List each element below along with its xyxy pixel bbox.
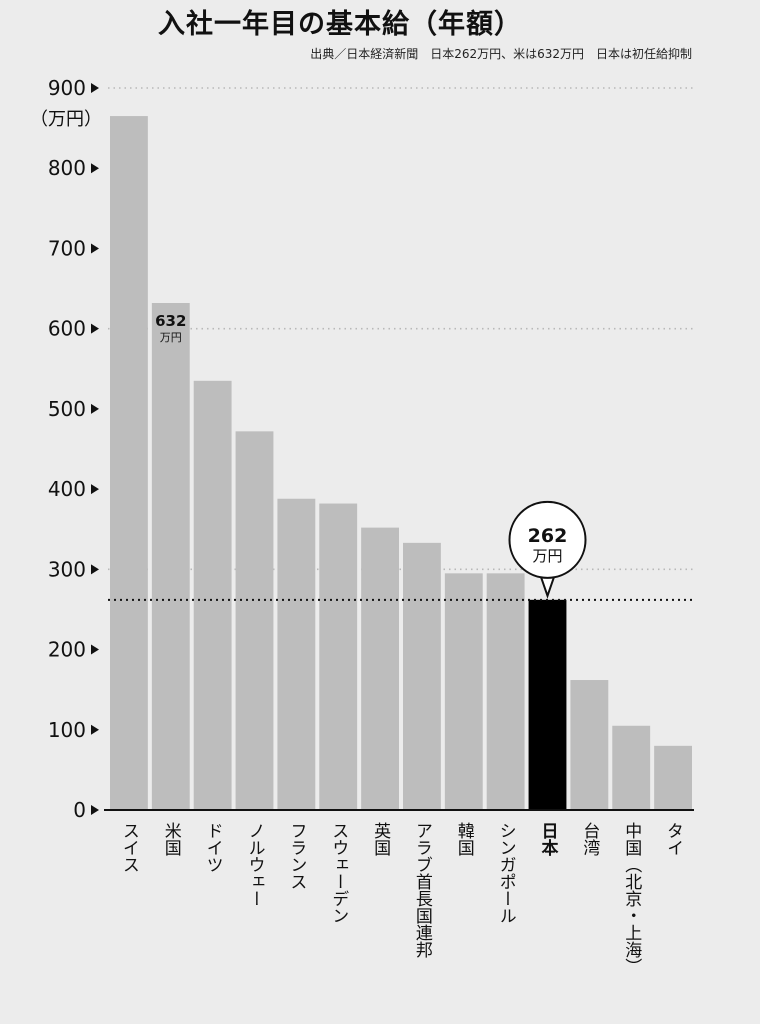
y-tick-label: 800 [48, 156, 86, 180]
callout-unit: 万円 [532, 547, 562, 565]
y-tick-marker [91, 805, 99, 815]
x-axis-categories: スイス 米国 ドイツ ノルウェー フランス スウェーデン 英国 アラブ首長国連邦 韓国 シンガポー… [119, 822, 683, 975]
y-tick-marker [91, 323, 99, 334]
y-tick-label: 500 [48, 397, 86, 421]
y-tick-marker [91, 484, 99, 495]
x-category-label: スウェーデン [328, 822, 348, 924]
bar-value-unit: 万円 [160, 331, 182, 344]
bar [110, 116, 148, 811]
bar [277, 498, 316, 810]
y-tick-label: 700 [48, 236, 86, 260]
y-tick-marker [91, 243, 99, 254]
chart-title: 入社一年目の基本給（年額） [158, 9, 522, 40]
callout-joint [539, 567, 556, 574]
x-category-label: ドイツ [203, 822, 223, 873]
bar [654, 745, 692, 810]
bar [151, 302, 190, 810]
callout-bubble [508, 500, 587, 579]
x-category-label: 台湾 [579, 822, 600, 857]
x-category-label: 韓国 [454, 822, 475, 856]
bar [486, 573, 525, 810]
x-category-label: アラブ首長国連邦 [412, 822, 433, 958]
x-category-label: 中国（北京・上海） [621, 822, 642, 975]
y-tick-label: 600 [48, 317, 86, 341]
y-tick-marker [91, 403, 99, 414]
bar [235, 431, 274, 810]
x-category-label: フランス [286, 822, 306, 890]
y-axis-unit: （万円） [30, 109, 102, 130]
x-category-label: ノルウェー [245, 822, 265, 907]
bar-value-label: 632 [155, 312, 186, 330]
bar [570, 680, 609, 810]
y-tick-marker [91, 163, 99, 174]
bar [193, 380, 232, 810]
bar [612, 725, 651, 810]
y-tick-label: 300 [48, 557, 86, 581]
bar [361, 527, 399, 810]
bar [444, 573, 483, 810]
bars [110, 116, 692, 811]
x-category-label: シンガポール [496, 822, 516, 924]
y-tick-marker [91, 83, 99, 93]
x-category-label: 米国 [161, 822, 182, 856]
y-tick-marker [91, 644, 99, 655]
y-tick-marker [91, 724, 99, 735]
x-category-label: 日本 [538, 822, 559, 857]
x-category-label: スイス [119, 822, 139, 873]
y-tick-label: 100 [48, 718, 86, 742]
y-tick-marker [91, 564, 99, 575]
callout-value: 262 [528, 525, 568, 547]
x-category-label: タイ [663, 822, 683, 856]
x-category-label: 英国 [370, 822, 391, 856]
bar [528, 599, 567, 810]
y-tick-label: 200 [48, 638, 86, 662]
chart-subtitle: 出典／日本経済新聞 日本262万円、米は632万円 日本は初任給抑制 [310, 47, 692, 61]
y-tick-label: 900 [48, 76, 86, 100]
y-tick-label: 0 [73, 798, 86, 822]
y-axis: 0 100 200 300 400 500 600 700 800 900 （万円） [30, 76, 694, 822]
bar [403, 542, 441, 810]
bar [319, 503, 358, 810]
y-tick-label: 400 [48, 477, 86, 501]
